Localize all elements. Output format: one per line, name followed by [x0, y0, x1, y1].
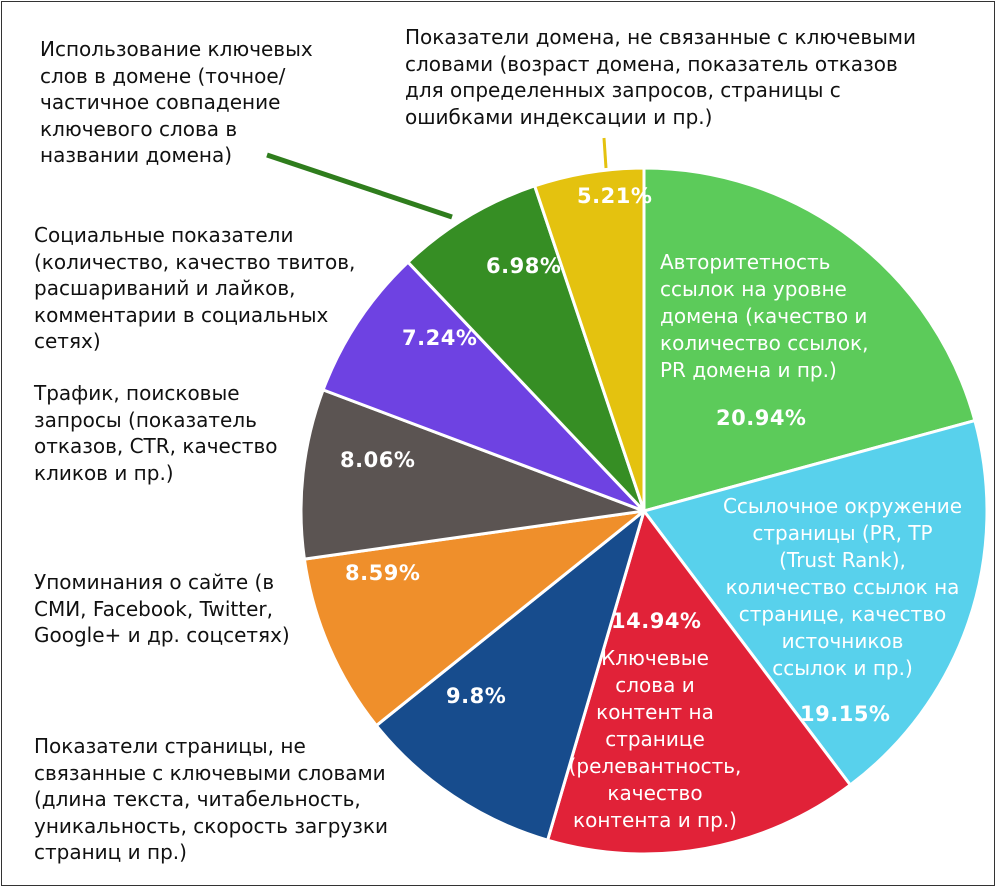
slice-label-domain-keywords: Использование ключевых слов в домене (то… — [40, 37, 313, 167]
value-label-mentions: 8.59% — [345, 561, 421, 585]
pie-slice-mentions — [302, 509, 646, 728]
slice-label-social: Социальные показатели (количество, качес… — [34, 223, 356, 353]
slice-label-traffic: Трафик, поисковые запросы (показатель от… — [34, 381, 278, 485]
slice-label-keywords-content: Ключевые слова и контент на странице (ре… — [568, 646, 742, 832]
value-label-domain-keywords: 6.98% — [486, 254, 562, 278]
pie-slice-page-indicators — [374, 509, 646, 842]
value-label-page-indicators: 9.8% — [446, 684, 507, 708]
slice-label-domain-authority: Авторитетность ссылок на уровне домена (… — [660, 250, 869, 382]
pie-slice-domain-keywords — [406, 184, 646, 513]
pie-slice-traffic — [299, 388, 646, 561]
slice-label-domain-indicators: Показатели домена, не связанные с ключев… — [405, 25, 916, 129]
pie-slices — [299, 166, 989, 856]
value-label-domain-indicators: 5.21% — [577, 184, 653, 208]
pie-slice-keywords-content — [546, 509, 852, 856]
value-label-traffic: 8.06% — [340, 448, 416, 472]
slice-label-page-indicators: Показатели страницы, не связанные с ключ… — [34, 734, 388, 864]
leader-lines — [266, 137, 608, 220]
pie-slice-link-environment — [642, 419, 989, 787]
slice-label-mentions: Упоминания о сайте (в СМИ, Facebook, Twi… — [34, 570, 290, 647]
value-label-keywords-content: 14.94% — [611, 609, 702, 633]
slice-label-link-environment: Ссылочное окружение страницы (PR, TP (Tr… — [722, 494, 963, 680]
pie-slice-domain-indicators — [533, 166, 646, 513]
value-label-social: 7.24% — [402, 326, 478, 350]
value-label-domain-authority: 20.94% — [716, 406, 807, 430]
pie-slice-social — [321, 260, 646, 513]
value-label-link-environment: 19.15% — [800, 702, 891, 726]
leader-line-domain-indicators — [602, 137, 608, 169]
pie-slice-domain-authority — [642, 166, 977, 513]
leader-line-domain-keywords — [266, 152, 453, 220]
